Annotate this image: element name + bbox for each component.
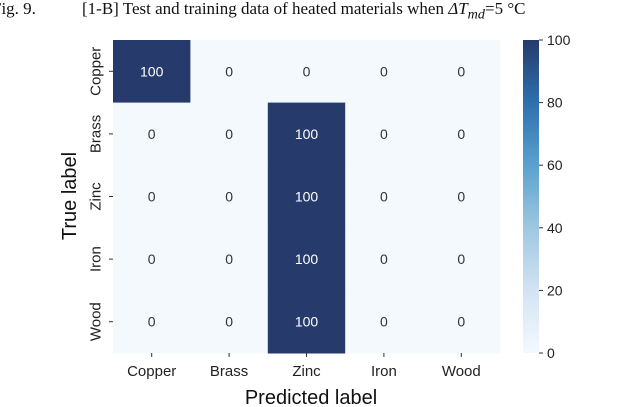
heatmap-cell-label: 0 bbox=[225, 126, 233, 142]
caption-math-rest: =5 °C bbox=[484, 0, 526, 18]
caption-math-symbol: ΔT bbox=[448, 0, 468, 18]
heatmap-cell bbox=[345, 165, 424, 229]
x-tick-label: Zinc bbox=[292, 363, 321, 380]
heatmap-cell bbox=[422, 227, 501, 291]
figure-caption: Fig. 9. [1-B] Test and training data of … bbox=[0, 0, 640, 20]
x-tick-label: Brass bbox=[210, 363, 248, 380]
heatmap-cell-labels: 100 0 0 0 0 0 0 100 0 0 0 0 100 0 0 0 0 100 0 0 0 0 100 0 0 bbox=[140, 63, 465, 329]
heatmap-cell bbox=[190, 102, 269, 166]
heatmap-cell bbox=[113, 40, 191, 104]
heatmap-cell-label: 0 bbox=[380, 189, 388, 205]
y-tick-label: Copper bbox=[88, 47, 105, 96]
heatmap-cell bbox=[190, 40, 269, 104]
heatmap-cell-label: 100 bbox=[295, 189, 319, 205]
heatmap-cell-label: 0 bbox=[303, 63, 311, 79]
caption-math-subscript: md bbox=[467, 6, 485, 20]
x-axis-ticks: Copper Brass Zinc Iron Wood bbox=[127, 353, 481, 380]
heatmap-cell-label: 0 bbox=[380, 314, 388, 330]
colorbar-tick-label: 60 bbox=[547, 157, 563, 173]
heatmap-cell bbox=[113, 102, 191, 166]
heatmap-cell bbox=[267, 165, 346, 229]
heatmap-cell-label: 0 bbox=[225, 189, 233, 205]
x-axis-title: Predicted label bbox=[245, 387, 377, 407]
heatmap-cell bbox=[422, 40, 501, 104]
caption-body: [1-B] Test and training data of heated m… bbox=[82, 0, 449, 18]
heatmap-cell bbox=[267, 290, 346, 354]
caption-text: [1-B] Test and training data of heated m… bbox=[82, 0, 525, 20]
heatmap-cell-label: 0 bbox=[148, 314, 156, 330]
heatmap-cell bbox=[190, 227, 269, 291]
colorbar-ticks: 0 20 40 60 80 100 bbox=[539, 32, 571, 361]
heatmap-cell-label: 100 bbox=[295, 251, 319, 267]
heatmap-cell bbox=[190, 165, 269, 229]
heatmap-cell-label: 0 bbox=[380, 126, 388, 142]
heatmap-cell bbox=[345, 102, 424, 166]
heatmap-cell bbox=[345, 227, 424, 291]
heatmap-cell-label: 0 bbox=[148, 189, 156, 205]
heatmap-cell-label: 100 bbox=[140, 63, 164, 79]
heatmap-cell-label: 0 bbox=[148, 251, 156, 267]
colorbar-tick-label: 20 bbox=[547, 282, 563, 298]
heatmap-cell bbox=[190, 290, 269, 354]
colorbar-tick-label: 0 bbox=[547, 345, 555, 361]
figure-label: Fig. 9. bbox=[0, 0, 36, 18]
y-tick-label: Brass bbox=[88, 115, 105, 153]
x-tick-label: Iron bbox=[371, 363, 397, 380]
x-tick-label: Wood bbox=[442, 363, 481, 380]
heatmap-cell bbox=[113, 227, 191, 291]
heatmap-cell-label: 0 bbox=[457, 251, 465, 267]
x-tick-label: Copper bbox=[127, 363, 176, 380]
y-tick-label: Zinc bbox=[88, 182, 105, 211]
y-tick-label: Wood bbox=[88, 302, 105, 341]
colorbar-tick-label: 100 bbox=[547, 32, 571, 48]
heatmap-cell bbox=[267, 102, 346, 166]
heatmap-cell bbox=[113, 290, 191, 354]
heatmap-cell bbox=[422, 165, 501, 229]
heatmap-cell bbox=[345, 40, 424, 104]
heatmap-cell-label: 0 bbox=[457, 189, 465, 205]
colorbar-tick-label: 40 bbox=[547, 220, 563, 236]
heatmap-cell bbox=[345, 290, 424, 354]
heatmap-cell bbox=[267, 227, 346, 291]
heatmap-cell-label: 0 bbox=[380, 251, 388, 267]
y-axis-ticks: Copper Brass Zinc Iron Wood bbox=[88, 47, 113, 341]
heatmap-cell-label: 0 bbox=[457, 126, 465, 142]
heatmap-cell-label: 0 bbox=[225, 314, 233, 330]
heatmap-cell bbox=[267, 40, 346, 104]
y-tick-label: Iron bbox=[88, 246, 105, 272]
heatmap-cell bbox=[422, 290, 501, 354]
heatmap-cell-label: 0 bbox=[225, 63, 233, 79]
colorbar-tick-label: 80 bbox=[547, 95, 563, 111]
heatmap-cell-label: 100 bbox=[295, 314, 319, 330]
heatmap-cell bbox=[422, 102, 501, 166]
colorbar bbox=[523, 40, 539, 353]
heatmap-cell-label: 0 bbox=[148, 126, 156, 142]
heatmap-cell bbox=[113, 165, 191, 229]
heatmap-cell-label: 0 bbox=[380, 63, 388, 79]
heatmap-cell-label: 100 bbox=[295, 126, 319, 142]
y-axis-title: True label bbox=[59, 152, 81, 240]
heatmap-cell-label: 0 bbox=[225, 251, 233, 267]
heatmap-cell-label: 0 bbox=[457, 63, 465, 79]
heatmap-cell-label: 0 bbox=[457, 314, 465, 330]
heatmap-cells bbox=[113, 40, 501, 354]
